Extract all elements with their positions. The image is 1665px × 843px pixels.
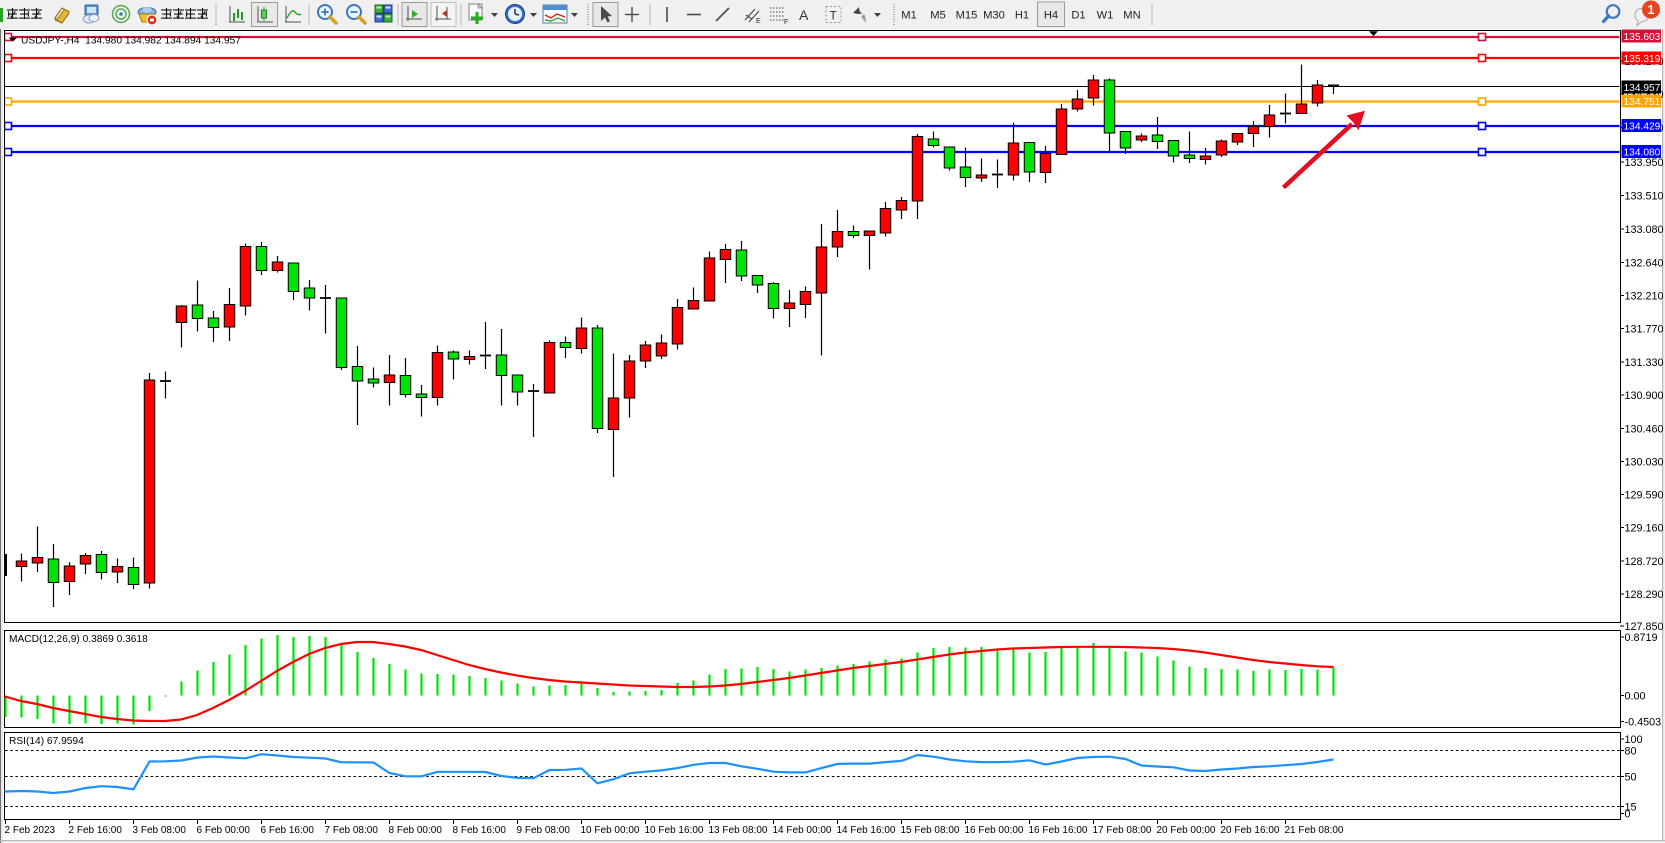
svg-text:128.720: 128.720 [1625,556,1664,568]
svg-text:13 Feb 08:00: 13 Feb 08:00 [709,825,768,836]
svg-text:16 Feb 16:00: 16 Feb 16:00 [1029,825,1088,836]
svg-text:133.950: 133.950 [1625,157,1664,169]
svg-text:RSI(14) 67.9594: RSI(14) 67.9594 [9,736,84,747]
svg-text:134.080: 134.080 [1624,147,1661,158]
svg-text:17 Feb 08:00: 17 Feb 08:00 [1093,825,1152,836]
svg-text:50: 50 [1625,771,1637,783]
svg-text:7 Feb 08:00: 7 Feb 08:00 [325,825,379,836]
svg-text:130.460: 130.460 [1625,423,1664,435]
svg-text:M15: M15 [956,10,978,22]
svg-text:MN: MN [1123,10,1140,22]
svg-text:2 Feb 16:00: 2 Feb 16:00 [69,825,123,836]
svg-text:0.00: 0.00 [1625,690,1646,702]
svg-text:134.957: 134.957 [1624,83,1661,94]
svg-text:M30: M30 [983,10,1005,22]
svg-text:133.080: 133.080 [1625,224,1664,236]
svg-text:134.429: 134.429 [1624,121,1661,132]
svg-text:-0.4503: -0.4503 [1625,716,1662,728]
svg-text:E: E [756,18,761,25]
svg-text:80: 80 [1625,745,1637,757]
svg-text:130.900: 130.900 [1625,390,1664,402]
svg-text:0: 0 [1625,808,1631,820]
svg-text:M5: M5 [930,10,946,22]
svg-text:132.210: 132.210 [1625,290,1664,302]
svg-text:135.319: 135.319 [1624,54,1661,65]
svg-text:2 Feb 2023: 2 Feb 2023 [5,825,56,836]
svg-text:F: F [784,19,788,26]
svg-text:3 Feb 08:00: 3 Feb 08:00 [133,825,187,836]
svg-text:USDJPY-,H4 134.980 134.982 13: USDJPY-,H4 134.980 134.982 134.894 134.9… [21,36,241,47]
svg-text:A: A [799,7,809,23]
svg-text:21 Feb 08:00: 21 Feb 08:00 [1285,825,1344,836]
svg-text:MACD(12,26,9) 0.3869 0.3618: MACD(12,26,9) 0.3869 0.3618 [9,634,148,645]
svg-text:15: 15 [1625,801,1637,813]
svg-text:14 Feb 16:00: 14 Feb 16:00 [837,825,896,836]
svg-text:16 Feb 00:00: 16 Feb 00:00 [965,825,1024,836]
svg-text:134.751: 134.751 [1624,97,1661,108]
svg-text:10 Feb 00:00: 10 Feb 00:00 [581,825,640,836]
svg-text:W1: W1 [1097,10,1114,22]
svg-text:129.590: 129.590 [1625,489,1664,501]
svg-text:20 Feb 00:00: 20 Feb 00:00 [1157,825,1216,836]
svg-text:20 Feb 16:00: 20 Feb 16:00 [1221,825,1280,836]
svg-text:129.160: 129.160 [1625,522,1664,534]
svg-text:127.850: 127.850 [1625,621,1664,633]
svg-text:9 Feb 08:00: 9 Feb 08:00 [517,825,571,836]
svg-text:130.030: 130.030 [1625,456,1664,468]
svg-text:128.290: 128.290 [1625,589,1664,601]
svg-text:0.8719: 0.8719 [1625,632,1658,644]
svg-text:D1: D1 [1071,10,1085,22]
svg-text:131.330: 131.330 [1625,357,1664,369]
svg-text:14 Feb 00:00: 14 Feb 00:00 [773,825,832,836]
svg-text:6 Feb 00:00: 6 Feb 00:00 [197,825,251,836]
svg-text:M1: M1 [901,10,917,22]
svg-text:8 Feb 16:00: 8 Feb 16:00 [453,825,507,836]
svg-text:6 Feb 16:00: 6 Feb 16:00 [261,825,315,836]
svg-text:132.640: 132.640 [1625,257,1664,269]
svg-text:8 Feb 00:00: 8 Feb 00:00 [389,825,443,836]
svg-text:131.770: 131.770 [1625,323,1664,335]
svg-text:H1: H1 [1015,10,1029,22]
svg-text:T: T [830,9,838,23]
svg-text:H4: H4 [1044,10,1058,22]
svg-text:15 Feb 08:00: 15 Feb 08:00 [901,825,960,836]
svg-text:100: 100 [1625,734,1643,746]
svg-text:10 Feb 16:00: 10 Feb 16:00 [645,825,704,836]
svg-text:133.510: 133.510 [1625,190,1664,202]
svg-text:135.603: 135.603 [1624,32,1661,43]
svg-text:1: 1 [1648,3,1655,17]
